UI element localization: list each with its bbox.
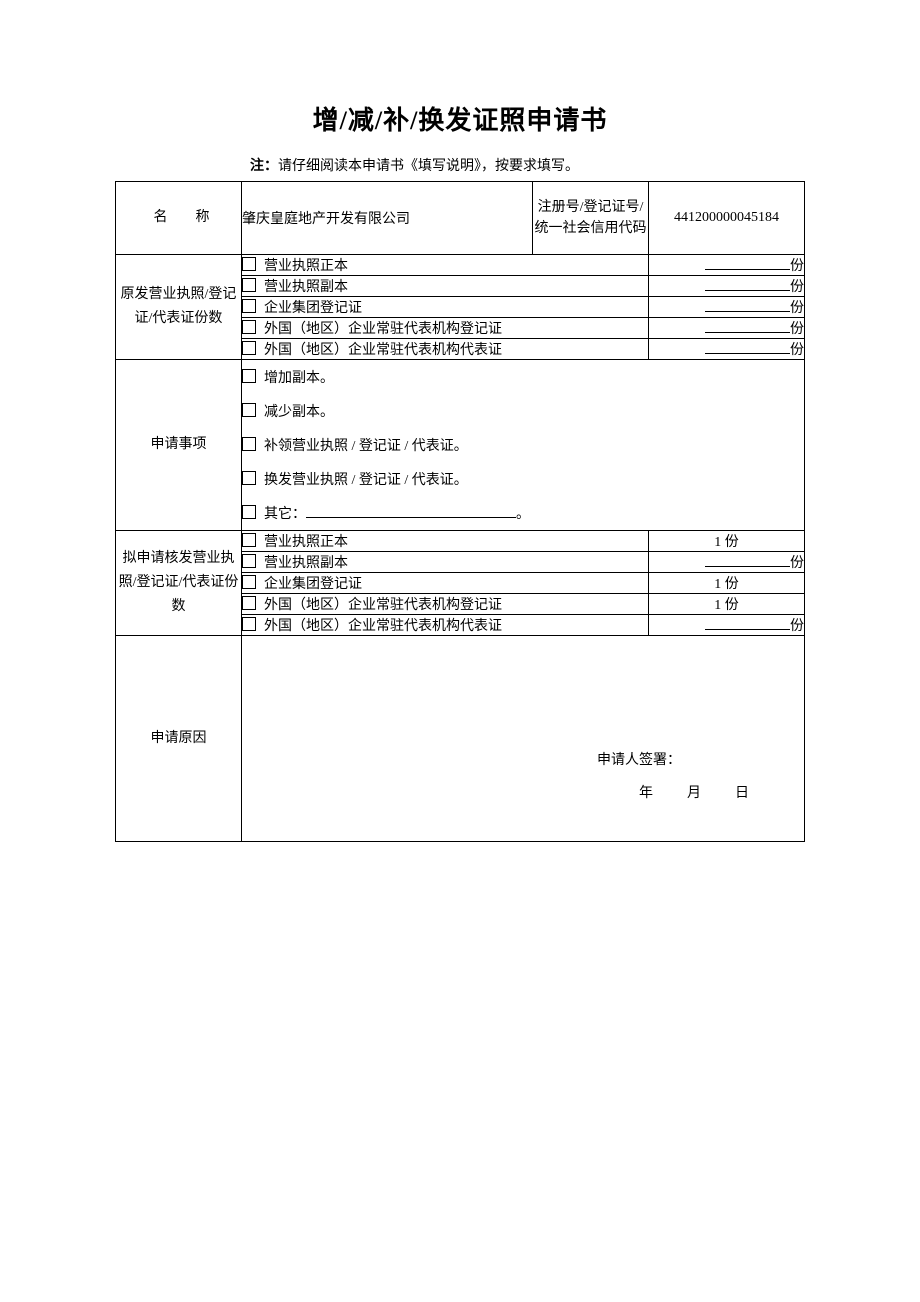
- checkbox-icon[interactable]: [242, 505, 256, 519]
- orig-item-1[interactable]: 营业执照副本: [242, 276, 649, 297]
- req-item-2-qty: 1 份: [649, 573, 805, 594]
- orig-item-2-qty[interactable]: 份: [649, 297, 805, 318]
- orig-item-4-text: 外国（地区）企业常驻代表机构代表证: [264, 343, 502, 358]
- checkbox-icon[interactable]: [242, 369, 256, 383]
- application-form: 名称 肇庆皇庭地产开发有限公司 注册号/登记证号/统一社会信用代码 441200…: [115, 181, 805, 842]
- req-item-0-qty: 1 份: [649, 531, 805, 552]
- req-item-4-text: 外国（地区）企业常驻代表机构代表证: [264, 619, 502, 634]
- reason-cell[interactable]: 申请人签署： 年月日: [242, 636, 805, 842]
- date-line: 年月日: [597, 777, 749, 811]
- req-item-3-text: 外国（地区）企业常驻代表机构登记证: [264, 598, 502, 613]
- orig-item-1-text: 营业执照副本: [264, 280, 348, 295]
- checkbox-icon[interactable]: [242, 617, 256, 631]
- checkbox-icon[interactable]: [242, 437, 256, 451]
- checkbox-icon[interactable]: [242, 403, 256, 417]
- label-requested-section: 拟申请核发营业执照/登记证/代表证份数: [116, 531, 242, 636]
- orig-item-3-qty[interactable]: 份: [649, 318, 805, 339]
- note-label: 注：: [250, 159, 278, 174]
- checkbox-icon[interactable]: [242, 341, 256, 355]
- checkbox-icon[interactable]: [242, 471, 256, 485]
- checkbox-icon[interactable]: [242, 299, 256, 313]
- orig-item-3-text: 外国（地区）企业常驻代表机构登记证: [264, 322, 502, 337]
- req-item-4[interactable]: 外国（地区）企业常驻代表机构代表证: [242, 615, 649, 636]
- orig-item-0-text: 营业执照正本: [264, 259, 348, 274]
- value-reg-number: 441200000045184: [649, 182, 805, 255]
- checkbox-icon[interactable]: [242, 575, 256, 589]
- apply-matters-cell: 增加副本。 减少副本。 补领营业执照 / 登记证 / 代表证。 换发营业执照 /…: [242, 360, 805, 531]
- checkbox-icon[interactable]: [242, 320, 256, 334]
- sign-label: 申请人签署：: [597, 744, 749, 778]
- orig-item-1-qty[interactable]: 份: [649, 276, 805, 297]
- orig-item-2-text: 企业集团登记证: [264, 301, 362, 316]
- req-item-0[interactable]: 营业执照正本: [242, 531, 649, 552]
- req-item-1-text: 营业执照副本: [264, 556, 348, 571]
- signature-block: 申请人签署： 年月日: [597, 744, 749, 811]
- checkbox-icon[interactable]: [242, 257, 256, 271]
- req-item-1-qty[interactable]: 份: [649, 552, 805, 573]
- note-row: 注：请仔细阅读本申请书《填写说明》，按要求填写。: [115, 155, 805, 175]
- orig-item-0[interactable]: 营业执照正本: [242, 255, 649, 276]
- matter-3[interactable]: 换发营业执照 / 登记证 / 代表证。: [242, 462, 804, 496]
- orig-item-2[interactable]: 企业集团登记证: [242, 297, 649, 318]
- req-item-4-qty[interactable]: 份: [649, 615, 805, 636]
- req-item-3-qty: 1 份: [649, 594, 805, 615]
- orig-item-3[interactable]: 外国（地区）企业常驻代表机构登记证: [242, 318, 649, 339]
- matter-0[interactable]: 增加副本。: [242, 360, 804, 394]
- req-item-3[interactable]: 外国（地区）企业常驻代表机构登记证: [242, 594, 649, 615]
- page-title: 增/减/补/换发证照申请书: [115, 100, 805, 137]
- checkbox-icon[interactable]: [242, 278, 256, 292]
- label-original-section: 原发营业执照/登记证/代表证份数: [116, 255, 242, 360]
- value-company-name: 肇庆皇庭地产开发有限公司: [242, 182, 533, 255]
- orig-item-0-qty[interactable]: 份: [649, 255, 805, 276]
- matter-other[interactable]: 其它：。: [242, 496, 804, 530]
- req-item-1[interactable]: 营业执照副本: [242, 552, 649, 573]
- checkbox-icon[interactable]: [242, 533, 256, 547]
- checkbox-icon[interactable]: [242, 554, 256, 568]
- note-text: 请仔细阅读本申请书《填写说明》，按要求填写。: [278, 159, 579, 174]
- matter-2[interactable]: 补领营业执照 / 登记证 / 代表证。: [242, 428, 804, 462]
- orig-item-4[interactable]: 外国（地区）企业常驻代表机构代表证: [242, 339, 649, 360]
- label-name: 名称: [116, 182, 242, 255]
- label-apply-matters: 申请事项: [116, 360, 242, 531]
- label-reg-number: 注册号/登记证号/统一社会信用代码: [533, 182, 649, 255]
- req-item-0-text: 营业执照正本: [264, 535, 348, 550]
- orig-item-4-qty[interactable]: 份: [649, 339, 805, 360]
- matter-1[interactable]: 减少副本。: [242, 394, 804, 428]
- other-input[interactable]: [306, 503, 516, 518]
- req-item-2-text: 企业集团登记证: [264, 577, 362, 592]
- req-item-2[interactable]: 企业集团登记证: [242, 573, 649, 594]
- checkbox-icon[interactable]: [242, 596, 256, 610]
- label-reason: 申请原因: [116, 636, 242, 842]
